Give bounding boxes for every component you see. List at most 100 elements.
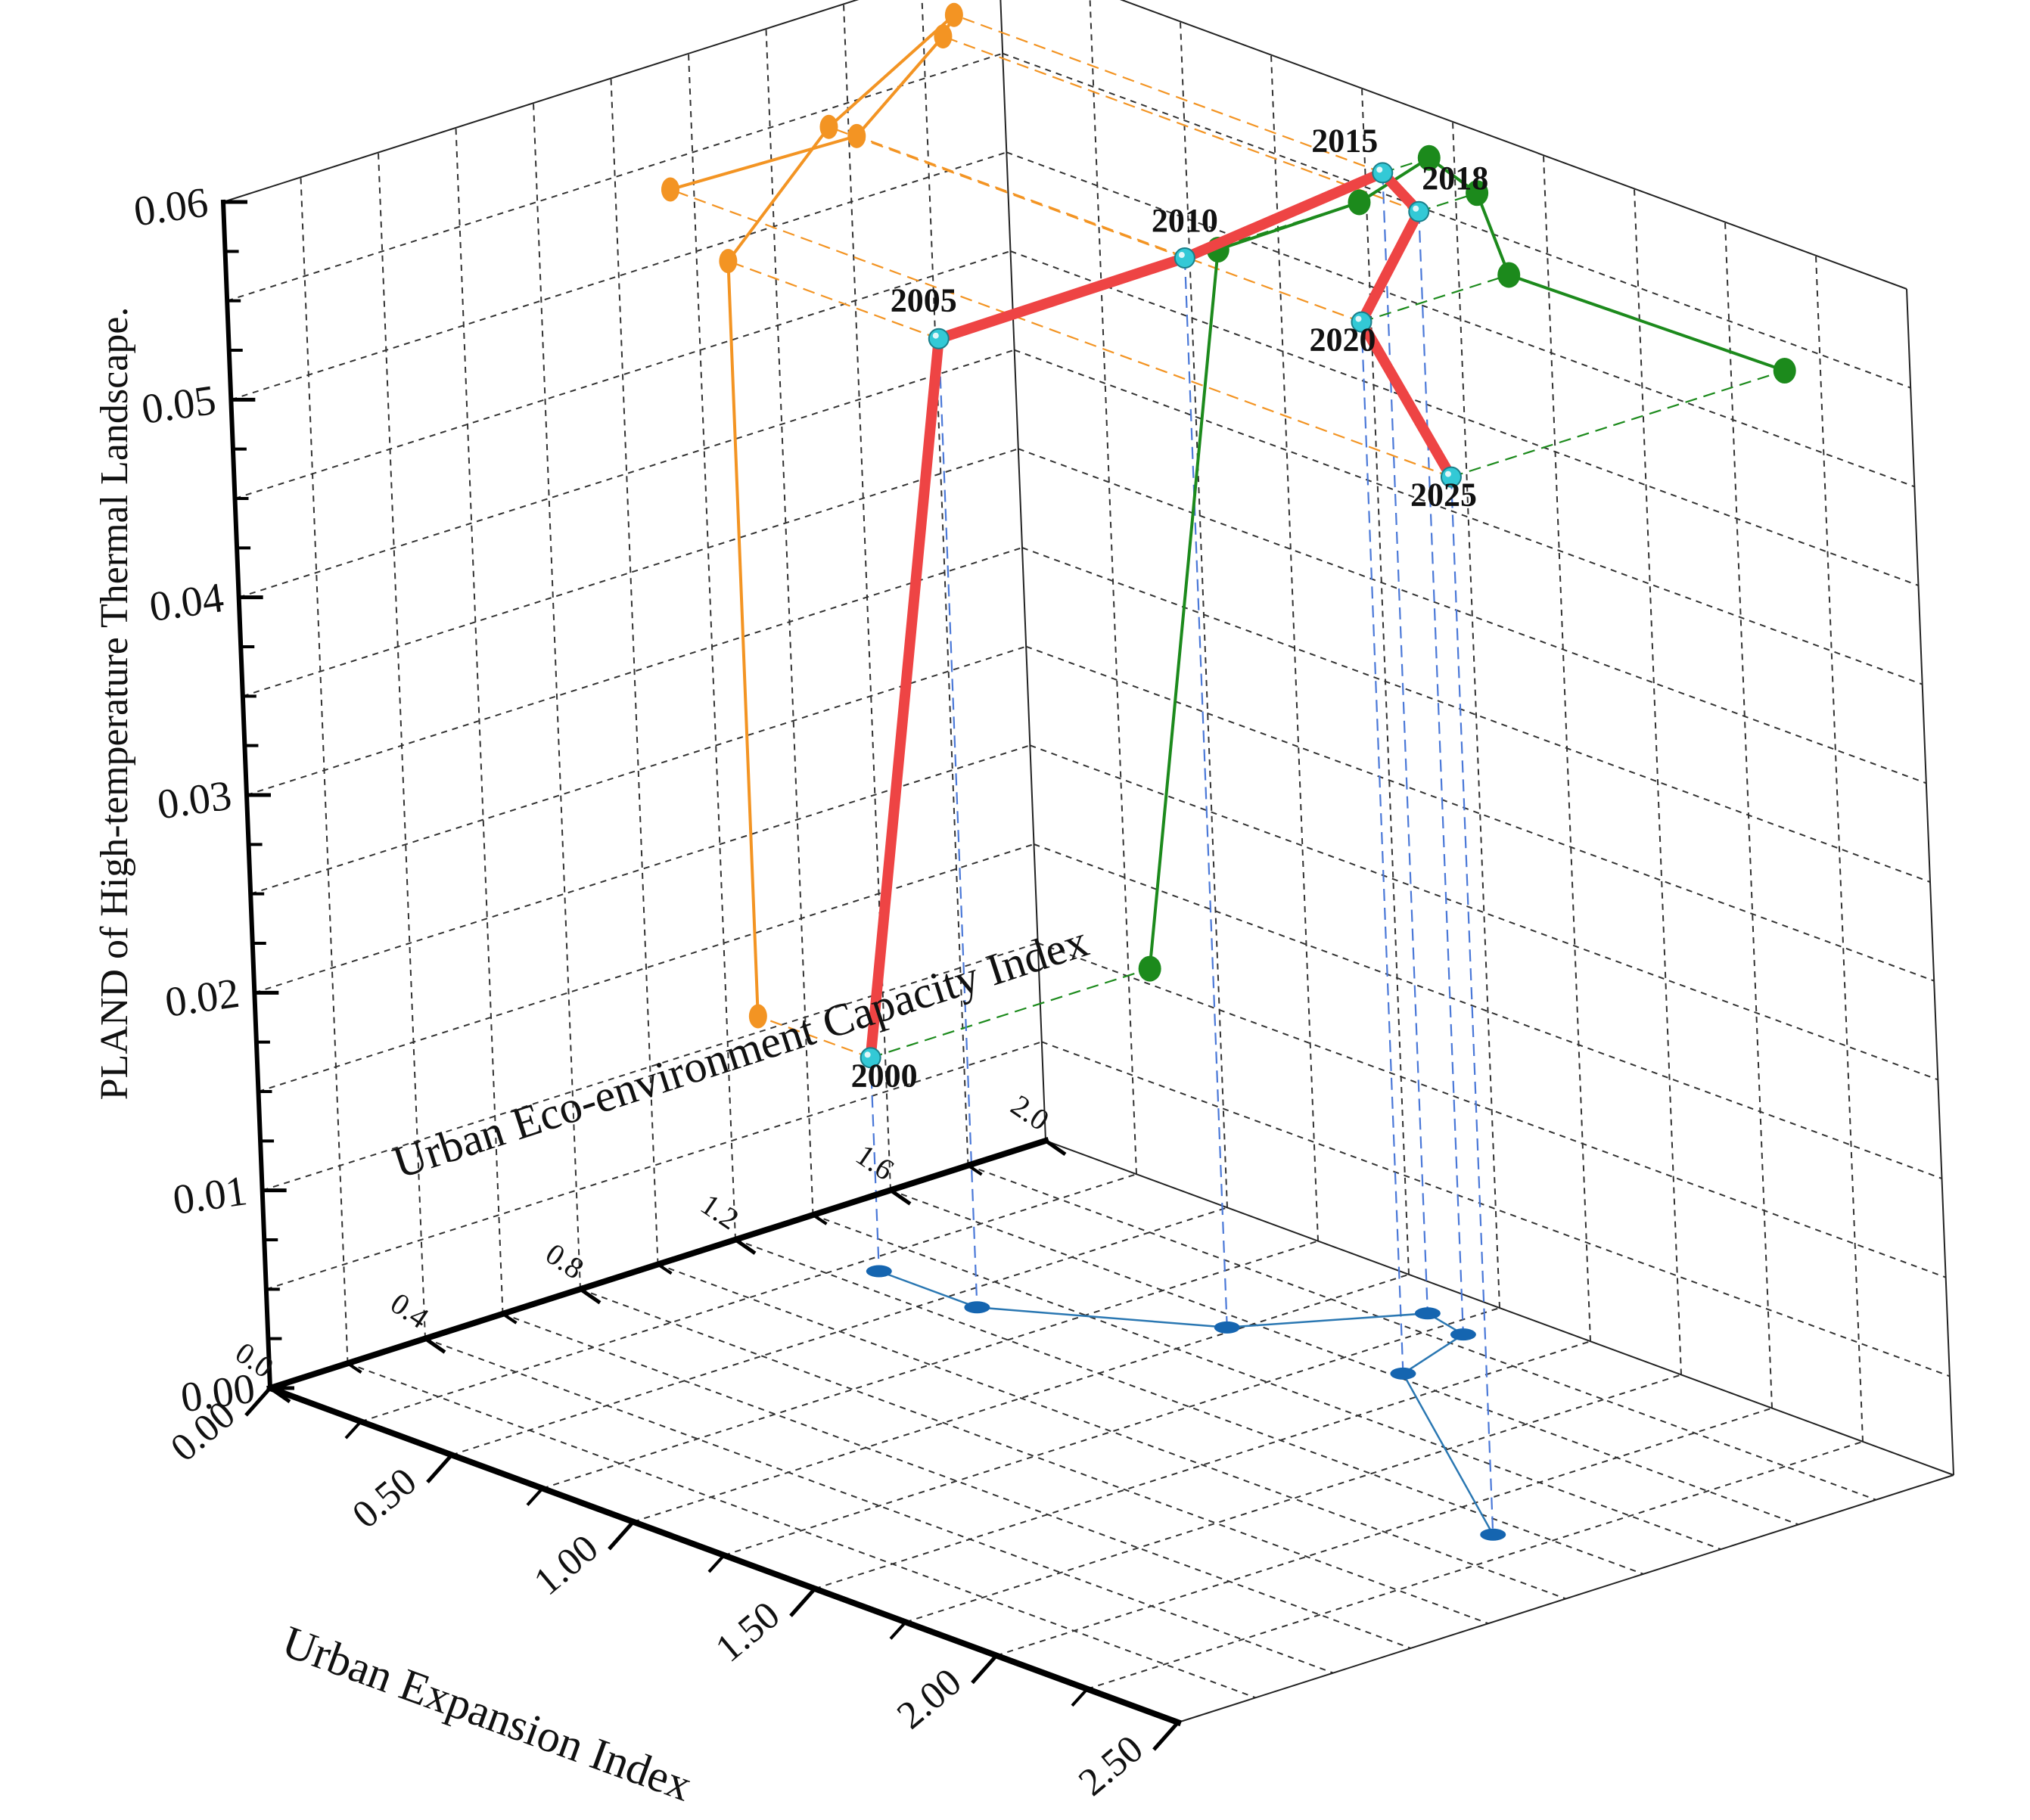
grid-line <box>533 103 581 1290</box>
frame-edge <box>1045 1140 1954 1476</box>
back-wall-projection-point <box>1417 144 1441 171</box>
y-tick <box>734 1238 757 1255</box>
main-series-point-highlight <box>1376 166 1383 173</box>
year-label: 2015 <box>1311 122 1378 159</box>
grid-line <box>905 1374 1682 1623</box>
grid <box>226 0 1951 1699</box>
y-minor-tick <box>812 1213 828 1225</box>
y-tick <box>424 1337 446 1354</box>
back-wall-projection-point <box>1466 180 1489 207</box>
main-series-point-highlight <box>1355 315 1362 322</box>
year-label: 2000 <box>851 1057 918 1094</box>
x-tick-label: 1.00 <box>526 1527 606 1604</box>
grid-line <box>1815 255 1864 1442</box>
x-tick <box>789 1587 816 1617</box>
main-series-point <box>1174 247 1195 269</box>
grid-line <box>1014 349 1923 685</box>
z-tick-label: 0.04 <box>147 574 227 631</box>
floor-projection-point <box>1414 1307 1441 1320</box>
drop-line <box>1382 172 1428 1314</box>
grid-line <box>1037 942 1947 1278</box>
grid-line <box>1634 188 1682 1375</box>
connector-left-wall <box>828 126 1186 259</box>
grid-line <box>254 744 1031 994</box>
x-tick-label: 2.00 <box>889 1660 969 1738</box>
year-label: 2025 <box>1410 477 1477 514</box>
y-tick-label: 0.4 <box>384 1286 435 1335</box>
grid-line <box>657 1263 1566 1600</box>
connector-back-wall <box>1450 369 1786 478</box>
x-minor-tick <box>1071 1688 1089 1707</box>
grid-line <box>1025 645 1935 982</box>
frame-edge <box>1906 288 1954 1476</box>
connector-back-wall <box>1361 274 1509 323</box>
grid-line <box>1010 250 1919 586</box>
grid-line <box>1041 1041 1951 1377</box>
grid-line <box>502 1312 1411 1649</box>
grid-line <box>300 177 349 1364</box>
floor-projection-point <box>1390 1367 1416 1380</box>
floor-projection-point <box>1450 1328 1476 1341</box>
drop-line <box>1418 211 1465 1335</box>
grid-line <box>455 127 504 1314</box>
x-minor-tick <box>707 1554 726 1573</box>
year-label: 2020 <box>1309 321 1376 359</box>
grid-line <box>813 1214 1721 1551</box>
y-tick-label: 0.8 <box>539 1236 590 1285</box>
grid-line <box>843 4 891 1191</box>
connector-left-wall <box>670 188 1452 478</box>
left-wall-projection-point <box>661 177 679 202</box>
main-series: 2000 2005 2010 2015 2018 2020 2025 <box>851 122 1489 1094</box>
drop-line <box>937 338 978 1308</box>
left-wall-projection-point <box>934 24 953 49</box>
main-series-point-highlight <box>864 1051 871 1058</box>
grid-line <box>610 78 659 1265</box>
left-wall-projection-point <box>944 2 963 27</box>
back-wall-projection-point <box>1497 262 1521 288</box>
grid-line <box>1087 1440 1864 1690</box>
projections <box>661 2 1796 1541</box>
z-tick-label: 0.02 <box>162 970 242 1026</box>
grid-line <box>1021 547 1931 883</box>
y-minor-tick <box>347 1362 362 1374</box>
drop-line <box>1360 321 1404 1374</box>
z-tick-label: 0.05 <box>138 377 219 433</box>
year-label: 2005 <box>891 282 957 319</box>
y-tick <box>889 1188 912 1206</box>
z-axis-title: PLAND of High-temperature Thermal Landsc… <box>93 307 136 1101</box>
z-tick-label: 0.03 <box>154 772 235 828</box>
x-tick <box>608 1520 635 1551</box>
drop-line <box>1450 477 1494 1535</box>
main-series-point <box>928 328 950 349</box>
grid-line <box>890 1189 1799 1526</box>
box-frame <box>222 0 1954 1723</box>
main-series-line <box>865 167 1456 1064</box>
connector-left-wall <box>953 14 1383 174</box>
connector-left-wall <box>943 36 1419 213</box>
x-minor-tick <box>526 1487 544 1506</box>
y-tick <box>1044 1138 1067 1157</box>
frame-edge <box>1120 0 1907 290</box>
z-tick-label: 0.00 <box>178 1365 258 1421</box>
x-axis-title: Urban Expansion Index <box>276 1617 698 1811</box>
floor-projection-point <box>1480 1528 1506 1541</box>
x-tick-label: 0.50 <box>344 1460 424 1537</box>
year-label: 2010 <box>1152 202 1218 239</box>
drop-line <box>1183 257 1228 1328</box>
x-tick <box>1152 1721 1180 1751</box>
grid-line <box>1034 843 1942 1179</box>
x-tick-label: 1.50 <box>707 1593 788 1670</box>
frame-edge <box>222 0 860 203</box>
grid-line <box>765 29 814 1216</box>
x-tick-label: 2.50 <box>1071 1727 1151 1804</box>
x-tick <box>426 1453 453 1484</box>
grid-line <box>542 1240 1319 1489</box>
y-tick <box>269 1386 291 1404</box>
y-minor-tick <box>967 1164 983 1176</box>
z-tick-label: 0.01 <box>170 1167 250 1224</box>
left-wall-projection-point <box>819 114 838 139</box>
back-wall-projection-point <box>1773 357 1796 384</box>
y-tick-label: 1.2 <box>695 1187 745 1236</box>
grid-line <box>688 53 736 1240</box>
